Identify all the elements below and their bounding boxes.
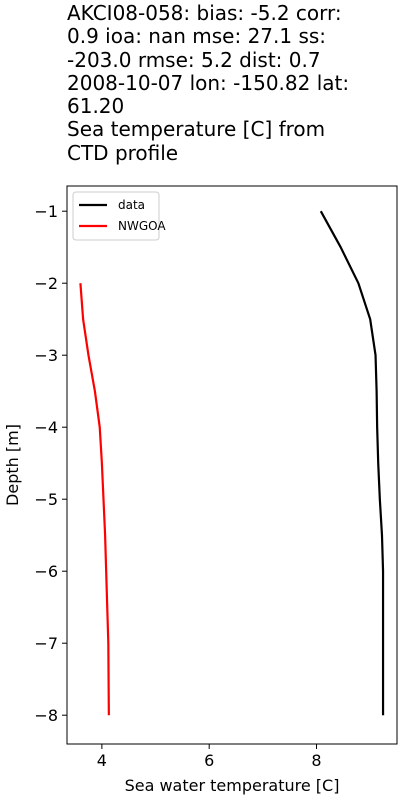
legend: data NWGOA — [72, 191, 166, 241]
ticks-layer: 4 6 8 −1 −2 −3 −4 −5 −6 −7 −8 — [34, 202, 321, 770]
y-tick-label: −8 — [34, 706, 58, 725]
y-tick-label: −5 — [34, 490, 58, 509]
series-line-data — [319, 210, 385, 716]
title-line: Sea temperature [C] from — [67, 117, 326, 142]
y-tick-label: −1 — [34, 202, 58, 221]
series-layer — [79, 210, 385, 716]
y-axis-label: Depth [m] — [3, 424, 22, 506]
y-tick-label: −2 — [34, 274, 58, 293]
series-line-nwgoa — [79, 283, 110, 716]
x-tick-label: 6 — [204, 751, 214, 770]
title-line: AKCI08-058: bias: -5.2 corr: — [67, 1, 342, 25]
plot-frame — [66, 185, 398, 745]
x-axis-label: Sea water temperature [C] — [125, 776, 340, 795]
title-line: 2008-10-07 lon: -150.82 lat: — [67, 70, 350, 95]
title-line: -203.0 rmse: 5.2 dist: 0.7 — [67, 47, 321, 72]
y-tick-label: −4 — [34, 418, 58, 437]
x-tick-label: 4 — [97, 751, 107, 770]
y-tick-label: −7 — [34, 634, 58, 653]
plot-area — [66, 185, 398, 745]
title-line: CTD profile — [67, 140, 179, 165]
title-line: 61.20 — [67, 94, 125, 119]
y-tick-label: −3 — [34, 346, 58, 365]
y-tick-label: −6 — [34, 562, 58, 581]
title-line: 0.9 ioa: nan mse: 27.1 ss: — [67, 24, 327, 49]
legend-entry-nwgoa: NWGOA — [118, 219, 166, 233]
chart-title: AKCI08-058: bias: -5.2 corr: 0.9 ioa: na… — [67, 1, 397, 165]
legend-entry-data: data — [118, 198, 145, 212]
x-tick-label: 8 — [311, 751, 321, 770]
